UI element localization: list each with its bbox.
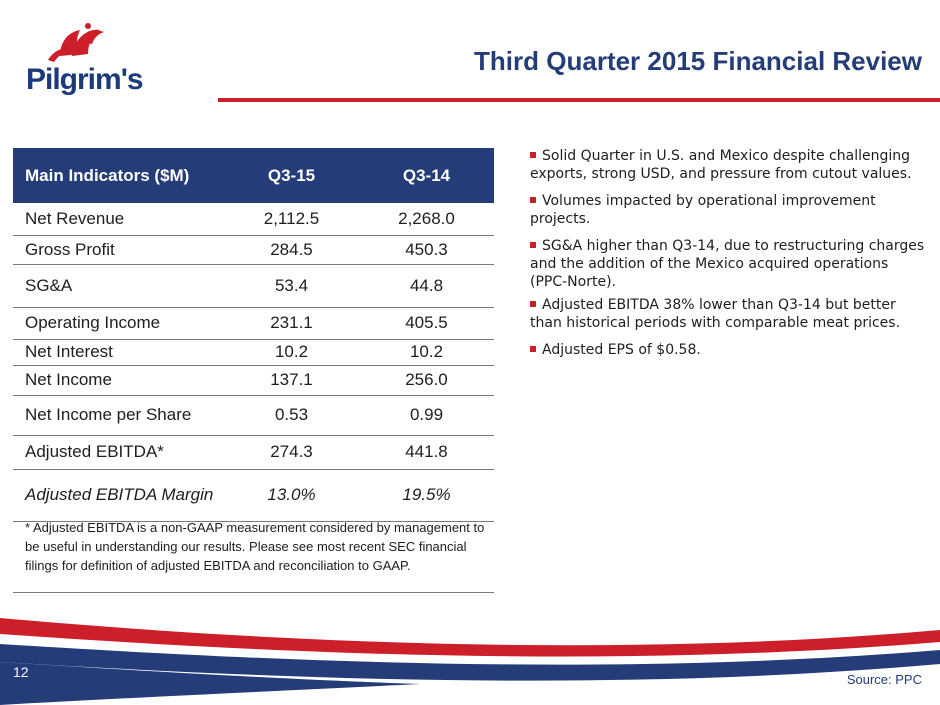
row-label: Net Interest [13, 339, 224, 366]
bullet-icon [530, 197, 536, 203]
page-number: 12 [13, 664, 29, 680]
header-q3-14: Q3-14 [358, 148, 494, 203]
cell-q3-15: 13.0% [224, 469, 359, 522]
cell-q3-15: 284.5 [224, 235, 359, 265]
financial-table: Main Indicators ($M) Q3-15 Q3-14 Net Rev… [13, 148, 494, 522]
table-row: Net Income 137.1 256.0 [13, 365, 494, 396]
table-row: Gross Profit 284.5 450.3 [13, 235, 494, 265]
bullet-icon [530, 152, 536, 158]
source-note: Source: PPC [846, 672, 922, 687]
bullet-text: Solid Quarter in U.S. and Mexico despite… [530, 148, 912, 182]
table-row: Net Interest 10.2 10.2 [13, 339, 494, 366]
bullet-text: Adjusted EBITDA 38% lower than Q3-14 but… [530, 297, 901, 331]
table-row: Net Revenue 2,112.5 2,268.0 [13, 203, 494, 236]
bullet-text: Volumes impacted by operational improvem… [530, 193, 876, 227]
cell-q3-14: 10.2 [358, 339, 494, 366]
cell-q3-15: 274.3 [224, 435, 359, 470]
row-label: Net Income per Share [13, 395, 224, 436]
header-indicator: Main Indicators ($M) [13, 148, 224, 203]
cell-q3-14: 256.0 [358, 365, 494, 396]
row-label: Adjusted EBITDA Margin [13, 469, 224, 522]
cell-q3-14: 441.8 [358, 435, 494, 470]
bullet-text: SG&A higher than Q3-14, due to restructu… [530, 238, 925, 290]
table-row: SG&A 53.4 44.8 [13, 264, 494, 308]
cell-q3-15: 0.53 [224, 395, 359, 436]
table-header-row: Main Indicators ($M) Q3-15 Q3-14 [13, 148, 494, 203]
bullet-text: Adjusted EPS of $0.58. [542, 342, 701, 358]
cell-q3-15: 231.1 [224, 307, 359, 340]
list-item: Solid Quarter in U.S. and Mexico despite… [530, 147, 925, 183]
bullet-icon [530, 346, 536, 352]
cell-q3-15: 10.2 [224, 339, 359, 366]
title-divider [218, 98, 940, 102]
list-item: SG&A higher than Q3-14, due to restructu… [530, 237, 925, 291]
bullet-icon [530, 242, 536, 248]
footnote-divider [13, 592, 494, 593]
bullet-icon [530, 301, 536, 307]
rooster-icon [48, 23, 104, 62]
row-label: Gross Profit [13, 235, 224, 265]
row-label: Adjusted EBITDA* [13, 435, 224, 470]
row-label: Net Income [13, 365, 224, 396]
list-item: Adjusted EPS of $0.58. [530, 341, 925, 359]
table-row: Net Income per Share 0.53 0.99 [13, 395, 494, 436]
cell-q3-15: 2,112.5 [224, 203, 359, 236]
pilgrims-logo: Pilgrim's [20, 20, 144, 102]
cell-q3-14: 450.3 [358, 235, 494, 265]
cell-q3-15: 53.4 [224, 264, 359, 308]
cell-q3-14: 19.5% [358, 469, 494, 522]
footer-wave [0, 618, 940, 705]
list-item: Volumes impacted by operational improvem… [530, 192, 925, 228]
table-row: Adjusted EBITDA* 274.3 441.8 [13, 435, 494, 470]
bullet-list: Solid Quarter in U.S. and Mexico despite… [530, 147, 925, 359]
cell-q3-14: 44.8 [358, 264, 494, 308]
table-row: Operating Income 231.1 405.5 [13, 307, 494, 340]
footnote: * Adjusted EBITDA is a non-GAAP measurem… [25, 520, 485, 573]
row-label: Net Revenue [13, 203, 224, 236]
cell-q3-14: 0.99 [358, 395, 494, 436]
row-label: SG&A [13, 264, 224, 308]
cell-q3-15: 137.1 [224, 365, 359, 396]
cell-q3-14: 2,268.0 [358, 203, 494, 236]
header-q3-15: Q3-15 [224, 148, 359, 203]
list-item: Adjusted EBITDA 38% lower than Q3-14 but… [530, 296, 925, 332]
cell-q3-14: 405.5 [358, 307, 494, 340]
logo-wordmark: Pilgrim's [26, 63, 144, 96]
row-label: Operating Income [13, 307, 224, 340]
page-title: Third Quarter 2015 Financial Review [474, 46, 922, 76]
table-row: Adjusted EBITDA Margin 13.0% 19.5% [13, 469, 494, 522]
